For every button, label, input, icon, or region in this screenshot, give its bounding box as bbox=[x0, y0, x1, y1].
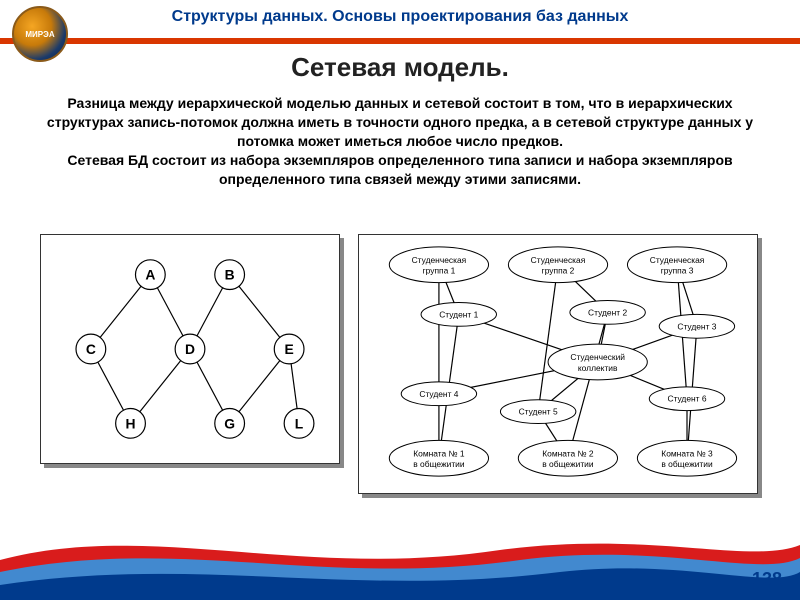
svg-text:группа 2: группа 2 bbox=[542, 266, 575, 276]
svg-text:Студент 4: Студент 4 bbox=[419, 389, 458, 399]
svg-text:Комната № 3: Комната № 3 bbox=[661, 448, 713, 458]
page-number: 138 bbox=[752, 569, 782, 590]
svg-text:Студент 2: Студент 2 bbox=[588, 307, 627, 317]
svg-text:Студенческая: Студенческая bbox=[412, 255, 467, 265]
abstract-network-panel: A B C D E H G L bbox=[40, 234, 340, 464]
example-network-panel: Студенческаягруппа 1Студенческаягруппа 2… bbox=[358, 234, 758, 494]
svg-text:коллектив: коллектив bbox=[578, 363, 618, 373]
header-line bbox=[0, 38, 800, 44]
svg-text:Студент 1: Студент 1 bbox=[439, 309, 478, 319]
logo-text: МИРЭА bbox=[25, 30, 54, 39]
svg-text:Комната № 2: Комната № 2 bbox=[542, 448, 594, 458]
svg-text:группа 1: группа 1 bbox=[423, 266, 456, 276]
svg-text:в общежитии: в общежитии bbox=[413, 459, 465, 469]
svg-text:Студент 3: Студент 3 bbox=[677, 321, 716, 331]
svg-text:G: G bbox=[224, 415, 235, 431]
svg-text:A: A bbox=[145, 267, 155, 283]
footer-wave bbox=[0, 510, 800, 600]
svg-text:D: D bbox=[185, 341, 195, 357]
slide-title: Сетевая модель. bbox=[0, 52, 800, 83]
svg-text:Студенческая: Студенческая bbox=[531, 255, 586, 265]
svg-text:Студент 6: Студент 6 bbox=[667, 394, 706, 404]
svg-text:C: C bbox=[86, 341, 96, 357]
svg-text:B: B bbox=[225, 267, 235, 283]
svg-text:группа 3: группа 3 bbox=[661, 266, 694, 276]
svg-text:Студент 5: Студент 5 bbox=[519, 407, 558, 417]
diagrams-row: ABCDEHGL Студенческаягруппа 1Студенческа… bbox=[40, 234, 760, 494]
svg-text:Студенческий: Студенческий bbox=[570, 352, 625, 362]
logo: МИРЭА bbox=[12, 6, 68, 62]
svg-text:L: L bbox=[295, 415, 304, 431]
header-text: Структуры данных. Основы проектирования … bbox=[0, 8, 800, 26]
svg-text:в общежитии: в общежитии bbox=[542, 459, 594, 469]
svg-text:в общежитии: в общежитии bbox=[661, 459, 713, 469]
svg-text:Комната № 1: Комната № 1 bbox=[413, 448, 465, 458]
svg-text:H: H bbox=[126, 415, 136, 431]
svg-text:Студенческая: Студенческая bbox=[650, 255, 705, 265]
svg-text:E: E bbox=[285, 341, 294, 357]
body-text: Разница между иерархической моделью данн… bbox=[40, 94, 760, 188]
